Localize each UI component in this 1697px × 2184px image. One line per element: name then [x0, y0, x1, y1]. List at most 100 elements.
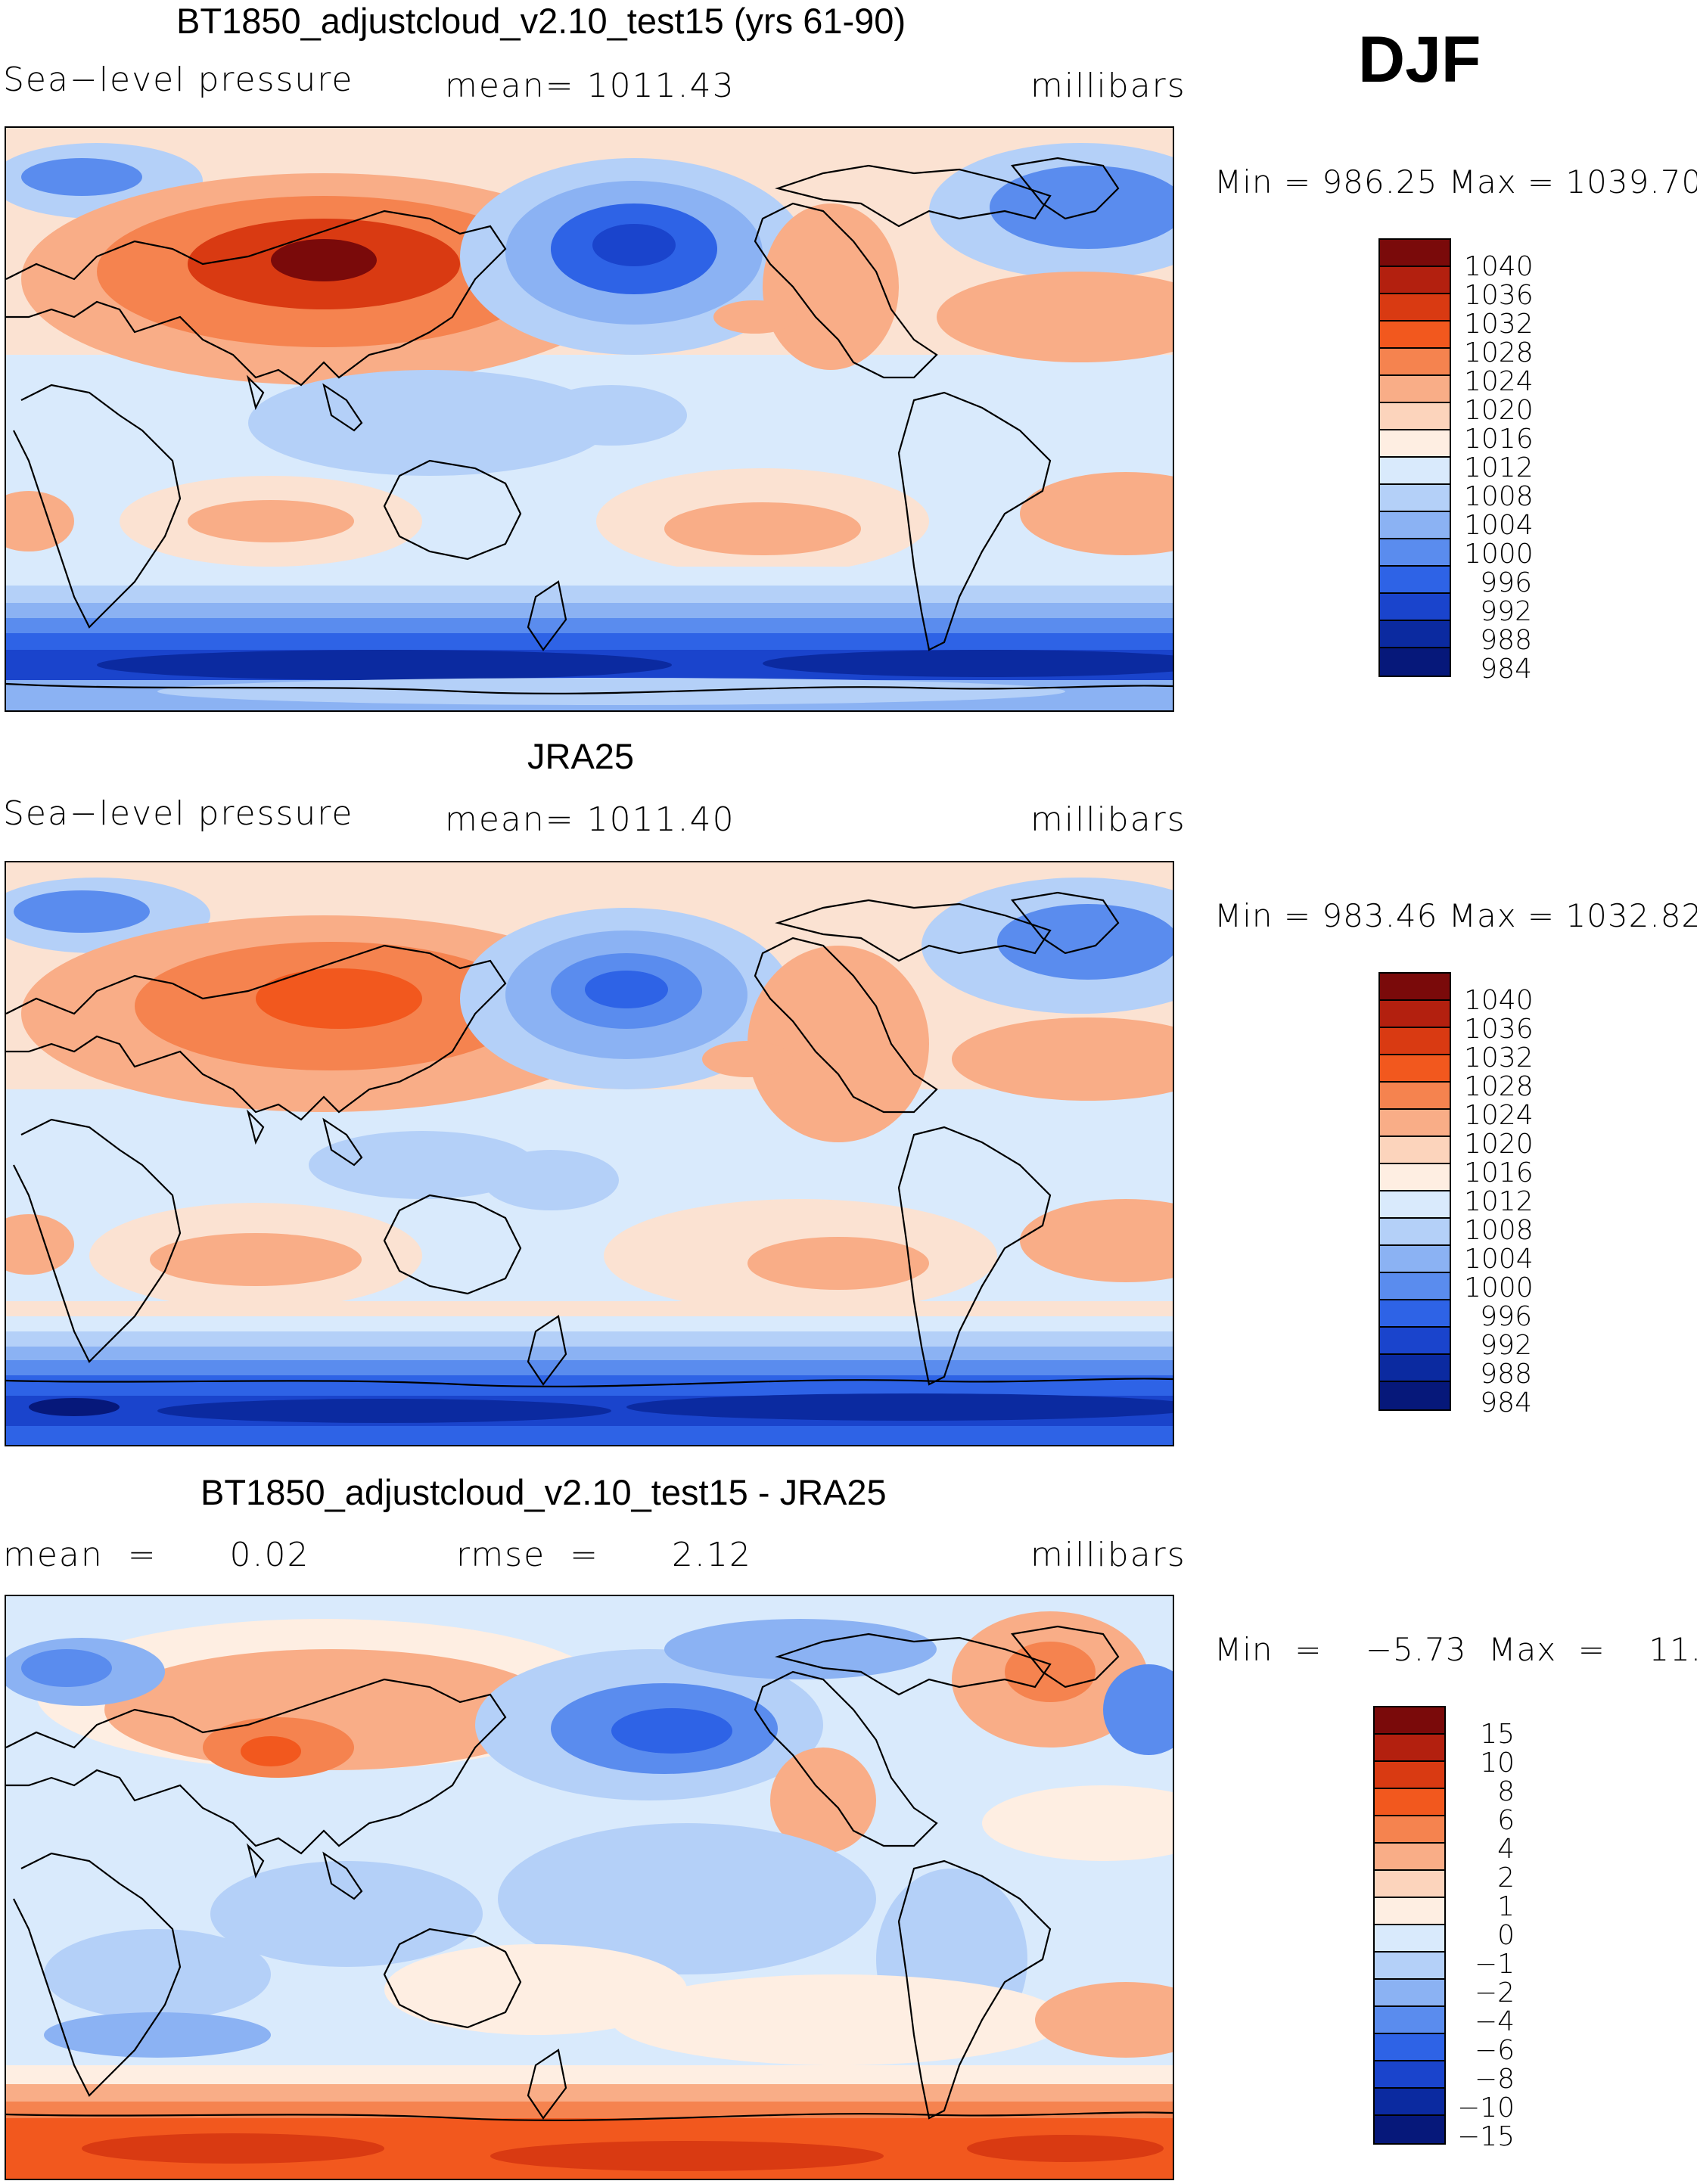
swatch [1380, 1355, 1450, 1382]
colorbar-label: 1032 [1464, 1042, 1534, 1073]
colorbar-label: 1004 [1464, 510, 1534, 541]
colorbar-label: 1036 [1464, 280, 1534, 311]
swatch [1380, 539, 1450, 567]
swatch [1380, 512, 1450, 539]
swatch [1375, 2116, 1444, 2143]
panel1-contour-field [6, 128, 1173, 710]
colorbar-label: 992 [1480, 596, 1532, 627]
panel2-units-label: millibars [1030, 800, 1186, 839]
colorbar-label: 1008 [1464, 1215, 1534, 1246]
swatch [1380, 403, 1450, 430]
panel2-colorbar [1378, 972, 1451, 1411]
colorbar-label: −15 [1457, 2121, 1515, 2152]
panel2-title: JRA25 [527, 736, 635, 776]
panel1-variable-label: Sea−level pressure [3, 61, 354, 99]
panel2-colorbar-labels: 1040 1036 1032 1028 1024 1020 1016 1012 … [1464, 986, 1534, 1418]
panel1-map [5, 126, 1174, 712]
swatch [1380, 1055, 1450, 1083]
colorbar-label: 1012 [1464, 1186, 1534, 1217]
colorbar-label: 1020 [1464, 395, 1534, 426]
panel3-colorbar [1373, 1706, 1446, 2145]
swatch [1380, 1110, 1450, 1137]
colorbar-label: −10 [1457, 2092, 1515, 2123]
season-label: DJF [1358, 23, 1481, 96]
swatch [1380, 1001, 1450, 1028]
swatch [1380, 1300, 1450, 1328]
colorbar-label: 1004 [1464, 1244, 1534, 1275]
swatch [1375, 1898, 1444, 1925]
colorbar-label: 1028 [1464, 337, 1534, 368]
swatch [1380, 1137, 1450, 1164]
swatch [1380, 1246, 1450, 1273]
colorbar-label: 1000 [1464, 1272, 1534, 1303]
colorbar-label: −6 [1474, 2035, 1515, 2066]
panel1-minmax: Min = 986.25 Max = 1039.70 [1214, 163, 1697, 200]
colorbar-label: 1 [1497, 1891, 1515, 1922]
swatch [1375, 1844, 1444, 1871]
colorbar-label: 1016 [1464, 424, 1534, 455]
swatch [1375, 2007, 1444, 2034]
colorbar-label: 0 [1497, 1920, 1515, 1951]
swatch [1375, 1762, 1444, 1789]
swatch [1375, 1735, 1444, 1762]
colorbar-label: 1000 [1464, 539, 1534, 570]
panel3-contour-field [6, 1596, 1173, 2179]
swatch [1375, 1925, 1444, 1953]
swatch [1380, 594, 1450, 621]
colorbar-label: 1016 [1464, 1157, 1534, 1188]
swatch [1375, 1789, 1444, 1816]
panel3-colorbar-labels: 15 10 8 6 4 2 1 0 −1 −2 −4 −6 −8 −10 −15 [1447, 1720, 1515, 2151]
swatch [1380, 974, 1450, 1001]
panel1-colorbar [1378, 238, 1451, 677]
swatch [1380, 240, 1450, 267]
swatch [1375, 2034, 1444, 2061]
colorbar-label: 984 [1480, 654, 1532, 685]
panel1-title: BT1850_adjustcloud_v2.10_test15 (yrs 61-… [176, 1, 906, 41]
swatch [1375, 1980, 1444, 2007]
swatch [1380, 1273, 1450, 1300]
colorbar-label: 1036 [1464, 1014, 1534, 1045]
swatch [1380, 1219, 1450, 1246]
panel3-map [5, 1595, 1174, 2180]
swatch [1380, 458, 1450, 485]
colorbar-label: 1020 [1464, 1129, 1534, 1160]
colorbar-label: 984 [1480, 1387, 1532, 1418]
swatch [1375, 1816, 1444, 1844]
colorbar-label: −4 [1474, 2006, 1515, 2037]
panel2-map [5, 861, 1174, 1446]
colorbar-label: 996 [1480, 567, 1532, 598]
colorbar-label: 1008 [1464, 481, 1534, 512]
colorbar-label: −1 [1474, 1949, 1515, 1980]
swatch [1380, 1164, 1450, 1191]
panel3-units-label: millibars [1030, 1536, 1186, 1574]
panel2-variable-label: Sea−level pressure [3, 794, 354, 833]
colorbar-label: 4 [1497, 1834, 1515, 1865]
colorbar-label: −2 [1474, 1977, 1515, 2008]
swatch [1380, 485, 1450, 512]
panel3-title: BT1850_adjustcloud_v2.10_test15 - JRA25 [200, 1472, 887, 1512]
swatch [1380, 648, 1450, 676]
swatch [1380, 1028, 1450, 1055]
panel2-mean-label: mean= 1011.40 [445, 800, 735, 839]
colorbar-label: 2 [1497, 1862, 1515, 1894]
colorbar-label: 1024 [1464, 1100, 1534, 1131]
panel3-rmse-label: rmse = 2.12 [456, 1536, 752, 1574]
colorbar-label: 1040 [1464, 251, 1534, 282]
panel3-minmax: Min = −5.73 Max = 11.37 [1214, 1631, 1697, 1668]
swatch [1380, 294, 1450, 322]
panel3-mean-label: mean = 0.02 [3, 1536, 310, 1574]
swatch [1375, 1953, 1444, 1980]
swatch [1380, 322, 1450, 349]
swatch [1380, 376, 1450, 403]
swatch [1380, 567, 1450, 594]
panel2-contour-field [6, 862, 1173, 1445]
panel2-minmax: Min = 983.46 Max = 1032.82 [1214, 897, 1697, 934]
colorbar-label: 1032 [1464, 309, 1534, 340]
colorbar-label: 15 [1480, 1719, 1515, 1750]
colorbar-label: 10 [1480, 1748, 1515, 1779]
colorbar-label: 6 [1497, 1805, 1515, 1836]
colorbar-label: 996 [1480, 1301, 1532, 1332]
swatch [1380, 621, 1450, 648]
swatch [1380, 1328, 1450, 1355]
swatch [1380, 349, 1450, 376]
